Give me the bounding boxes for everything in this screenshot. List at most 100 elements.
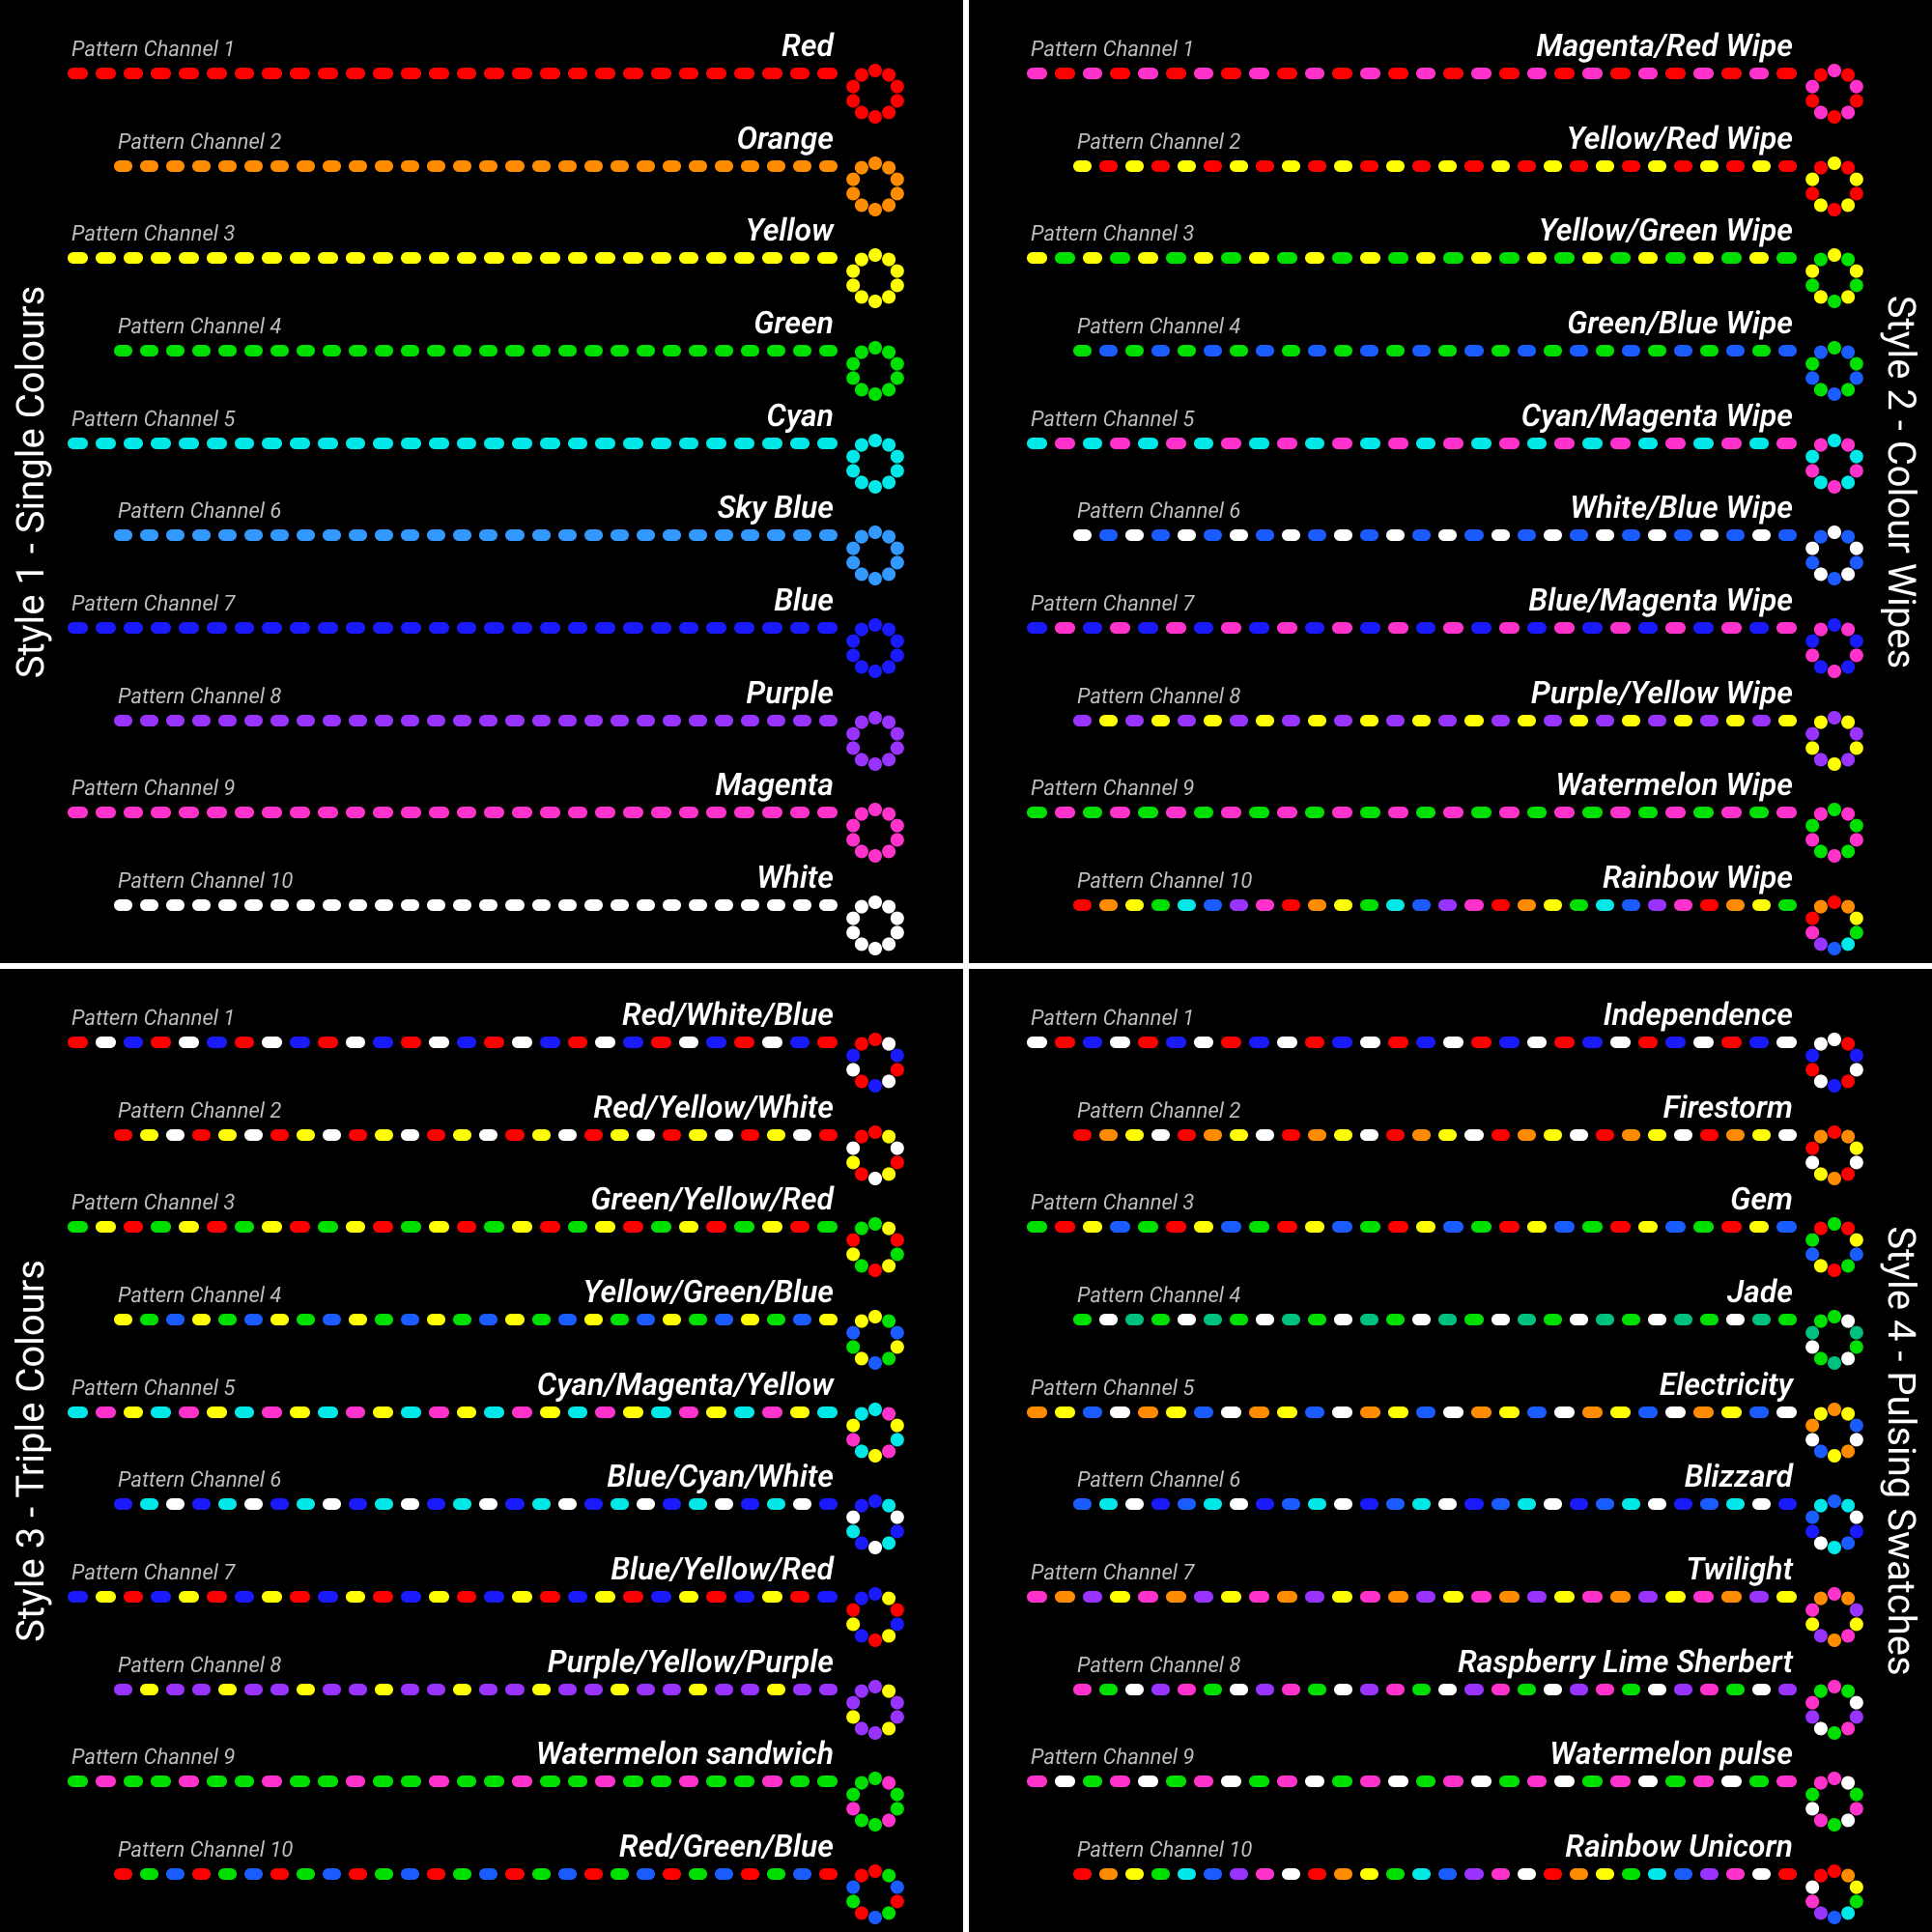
led-dash [1471, 1406, 1492, 1418]
led-dash [637, 529, 655, 541]
led-dash [1125, 345, 1144, 356]
led-dash [484, 68, 504, 79]
led-loop-seg [1828, 1680, 1841, 1693]
led-dash [1464, 899, 1483, 911]
led-dash [1749, 68, 1770, 79]
led-dash [1305, 1037, 1325, 1048]
led-loop-seg [1828, 711, 1841, 724]
led-dash [1277, 807, 1297, 818]
led-dash [375, 1129, 393, 1141]
led-loop-seg [889, 1509, 906, 1526]
led-dash [1499, 68, 1520, 79]
led-dash [166, 1498, 185, 1510]
led-dash [1726, 1868, 1745, 1880]
led-dash [762, 807, 782, 818]
led-dash [817, 438, 838, 449]
led-loop [845, 780, 905, 839]
led-dash [1544, 1314, 1562, 1325]
led-dash [453, 1314, 471, 1325]
led-dash [1527, 1591, 1548, 1603]
led-strip [1027, 139, 1864, 187]
led-dash [568, 1591, 588, 1603]
led-dash [584, 1498, 603, 1510]
led-dash [1055, 1591, 1075, 1603]
led-dash [793, 1684, 811, 1695]
led-dash [1305, 68, 1325, 79]
led-dash [1518, 529, 1536, 541]
led-dash [1308, 1868, 1326, 1880]
led-dash [1055, 1776, 1075, 1787]
led-dash [1554, 438, 1575, 449]
led-dash [427, 1129, 445, 1141]
led-dash [1277, 1221, 1297, 1233]
led-strip [68, 1570, 905, 1618]
led-dash [1027, 1591, 1047, 1603]
led-dash [1305, 438, 1325, 449]
led-dash [1282, 529, 1300, 541]
led-dash [140, 1314, 158, 1325]
led-dash [151, 252, 171, 264]
pattern-row: Pattern Channel 4Jade [1027, 1273, 1864, 1350]
led-dash [540, 1221, 560, 1233]
led-dash [151, 1221, 171, 1233]
led-loop [1804, 41, 1864, 100]
led-dash [651, 252, 671, 264]
led-dash [689, 715, 707, 726]
pattern-row: Pattern Channel 2Firestorm [1027, 1089, 1864, 1166]
led-dash [401, 1406, 421, 1418]
led-dash [1721, 1037, 1742, 1048]
led-dash [1570, 1498, 1588, 1510]
led-dash [532, 1314, 551, 1325]
led-dash [1438, 529, 1457, 541]
led-dash [741, 1314, 759, 1325]
led-dash [1596, 715, 1614, 726]
led-dash [1194, 1037, 1214, 1048]
led-dash [297, 1684, 315, 1695]
led-dash [512, 807, 532, 818]
led-dash [1582, 252, 1603, 264]
led-dash [270, 899, 289, 911]
led-dash [1596, 160, 1614, 172]
led-dash [1386, 899, 1405, 911]
led-dash [611, 1684, 629, 1695]
led-dash [663, 1684, 681, 1695]
led-dash [1332, 622, 1352, 634]
led-dash [1110, 1406, 1130, 1418]
led-dash [1752, 1868, 1771, 1880]
led-dash [793, 1868, 811, 1880]
led-dash [1665, 68, 1686, 79]
led-dash [323, 1868, 341, 1880]
led-dash [68, 1037, 88, 1048]
led-loop-seg [1828, 526, 1841, 539]
led-dash [375, 160, 393, 172]
led-loop-seg [1828, 1911, 1841, 1924]
led-dash [429, 1221, 449, 1233]
led-dash [1438, 1868, 1457, 1880]
led-dash [1083, 438, 1103, 449]
led-dash [349, 1868, 367, 1880]
led-dash [1178, 715, 1196, 726]
led-dash [1360, 160, 1378, 172]
led-dash [375, 1868, 393, 1880]
led-dash [651, 1776, 671, 1787]
led-dash [114, 715, 132, 726]
led-dash [262, 1221, 282, 1233]
led-dash [1544, 1498, 1562, 1510]
led-strip [1027, 1754, 1864, 1803]
led-dash [427, 899, 445, 911]
led-dash [401, 622, 421, 634]
led-loop-seg [868, 1403, 882, 1416]
led-dash [290, 68, 310, 79]
led-dash [349, 345, 367, 356]
led-dash [793, 160, 811, 172]
led-dash [401, 1221, 421, 1233]
led-dash [1151, 160, 1170, 172]
led-dash [568, 438, 588, 449]
pattern-row: Pattern Channel 10Rainbow Unicorn [1027, 1828, 1864, 1905]
led-dash [244, 1314, 263, 1325]
led-dash [1492, 160, 1510, 172]
led-dash [611, 1129, 629, 1141]
led-loop-seg [1828, 618, 1841, 632]
led-dash [1099, 899, 1118, 911]
led-dash [1554, 622, 1575, 634]
